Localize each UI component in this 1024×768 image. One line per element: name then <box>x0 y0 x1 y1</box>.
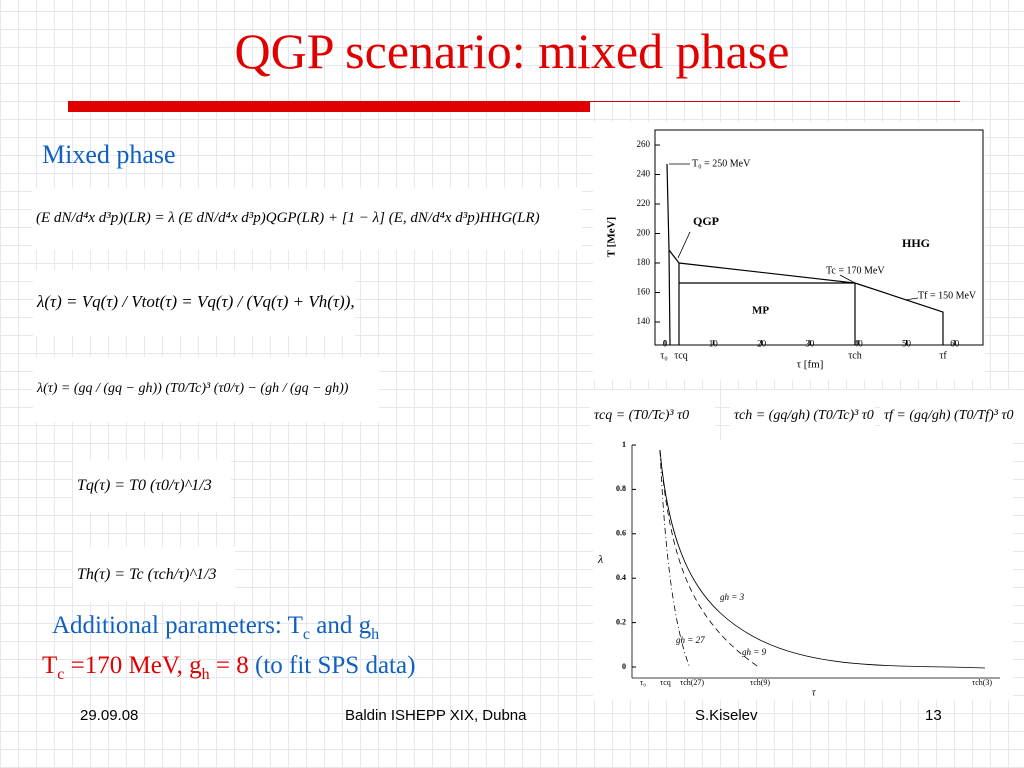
title-rule <box>590 101 960 102</box>
curve <box>659 449 761 669</box>
marker-label: τch(27) <box>680 678 704 687</box>
curve <box>659 449 986 669</box>
y-tick-label: 180 <box>637 257 651 267</box>
footer-event: Baldin ISHEPP XIX, Dubna <box>345 707 527 724</box>
y-tick-label: 0.2 <box>616 617 626 626</box>
curve-label: gh = 3 <box>720 592 745 602</box>
y-tick-label: 0.4 <box>616 573 626 582</box>
equation: Th(τ) = Tc (τch/τ)^1/3 <box>73 547 235 602</box>
subscript: c <box>302 626 310 643</box>
equation: λ(τ) = (gq / (gq − gh)) (T0/Tc)³ (τ0/τ) … <box>33 357 379 422</box>
text: = 8 <box>209 652 249 679</box>
annotation: QGP <box>693 214 719 228</box>
x-tick-label: 10 <box>709 338 719 348</box>
subscript: h <box>201 666 210 683</box>
marker-label: τcq <box>660 678 671 687</box>
annotation: HHG <box>902 236 930 250</box>
marker-label: τch(9) <box>750 678 770 687</box>
annotation: T₀ = 250 MeV <box>692 158 751 169</box>
subtitle: Mixed phase <box>42 140 176 169</box>
subscript: h <box>371 626 380 643</box>
marker-label: τ₀ <box>660 350 668 361</box>
title-bar <box>68 101 590 112</box>
plot-background <box>593 440 1013 700</box>
ticks: 0 0.2 0.4 0.6 0.8 1 <box>616 440 636 671</box>
text: T <box>42 652 58 679</box>
footer-date: 29.09.08 <box>80 707 139 724</box>
equation: λ(τ) = Vq(τ) / Vtot(τ) = Vq(τ) / (Vq(τ) … <box>33 270 355 336</box>
y-tick-label: 200 <box>637 228 651 238</box>
equation: (E dN/d⁴x d³p)(LR) = λ (E dN/d⁴x d³p)QGP… <box>32 188 582 250</box>
x-tick-label: 60 <box>950 338 960 348</box>
axis-label: λ <box>597 552 603 566</box>
equation: Tq(τ) = T0 (τ0/τ)^1/3 <box>73 460 231 512</box>
curve-label: gh = 9 <box>742 647 767 657</box>
marker-label: τ₀ <box>640 678 646 687</box>
y-tick-label: 0 <box>622 662 626 671</box>
axis-label: T [MeV] <box>606 217 618 257</box>
text: =170 MeV, g <box>64 652 202 679</box>
equation: τcq = (T0/Tc)³ τ0 <box>590 390 715 442</box>
equation: τch = (gq/gh) (T0/Tc)³ τ0 <box>730 390 875 442</box>
ticks: 140 160 180 200 220 240 260 0 10 20 30 40 50 60 <box>637 139 960 348</box>
y-tick-label: 260 <box>637 139 651 149</box>
marker-label: τf <box>939 350 947 361</box>
marker-label: τch(3) <box>972 678 992 687</box>
annotation: MP <box>752 305 769 317</box>
text: and g <box>309 612 372 639</box>
x-tick-label: 0 <box>663 338 668 348</box>
x-tick-label: 50 <box>902 338 912 348</box>
y-tick-label: 160 <box>637 287 651 297</box>
text: (to fit SPS data) <box>248 652 416 679</box>
annotation: Tc = 170 MeV <box>826 265 885 276</box>
pointer-lines <box>669 163 919 301</box>
annotation: Tf = 150 MeV <box>918 290 977 301</box>
curve-label: gh = 27 <box>676 635 705 645</box>
slide-title: QGP scenario: mixed phase <box>234 23 790 79</box>
text: Additional parameters: T <box>52 612 303 639</box>
x-tick-label: 20 <box>757 338 767 348</box>
curve <box>659 449 691 669</box>
axis-label: τ [fm] <box>797 359 824 371</box>
axis-label: τ <box>812 687 816 698</box>
subscript: c <box>57 666 65 683</box>
footer-author: S.Kiselev <box>695 707 758 724</box>
plot-frame <box>654 129 984 346</box>
y-tick-label: 0.6 <box>616 529 626 538</box>
footer-page: 13 <box>925 707 942 724</box>
plot-background <box>593 122 985 380</box>
x-tick-label: 30 <box>805 338 815 348</box>
x-tick-label: 40 <box>854 338 864 348</box>
marker-label: τch <box>848 350 861 361</box>
y-tick-label: 240 <box>637 169 651 179</box>
marker-label: τcq <box>674 350 687 361</box>
equation: τf = (gq/gh) (T0/Tf)³ τ0 <box>880 390 1024 442</box>
parameters-line: Additional parameters: Tc and gh <box>52 612 379 644</box>
y-tick-label: 0.8 <box>616 484 626 493</box>
y-tick-label: 140 <box>637 316 651 326</box>
y-tick-label: 220 <box>637 198 651 208</box>
parameters-line: Tc =170 MeV, gh = 8 (to fit SPS data) <box>42 652 415 684</box>
temperature-curve <box>666 163 944 346</box>
y-tick-label: 1 <box>622 440 626 449</box>
